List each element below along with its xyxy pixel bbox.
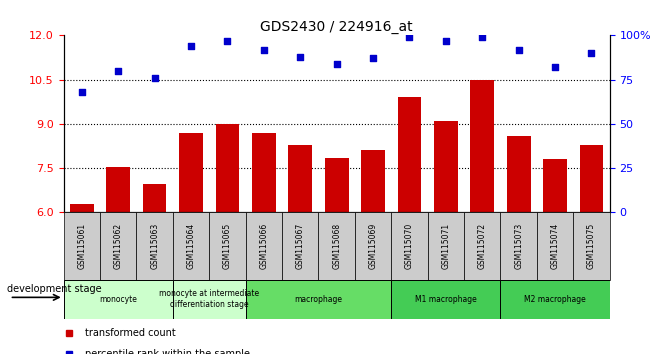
Point: [586, 50, 597, 56]
Text: monocyte at intermediate
differentiation stage: monocyte at intermediate differentiation…: [159, 290, 259, 309]
Bar: [470, 80, 494, 212]
Point: [222, 38, 233, 44]
Bar: [70, 204, 94, 212]
Text: M2 macrophage: M2 macrophage: [524, 295, 586, 304]
Bar: [209, 212, 246, 280]
Bar: [180, 133, 203, 212]
Point: [186, 43, 196, 49]
Point: [549, 64, 560, 70]
Bar: [325, 158, 348, 212]
Bar: [252, 133, 275, 212]
Text: GSM115074: GSM115074: [551, 223, 559, 269]
Bar: [500, 280, 610, 319]
Text: transformed count: transformed count: [86, 328, 176, 338]
Text: development stage: development stage: [7, 284, 101, 293]
Bar: [580, 144, 603, 212]
Text: GSM115062: GSM115062: [114, 223, 123, 269]
Point: [513, 47, 524, 52]
Text: GSM115064: GSM115064: [186, 223, 196, 269]
Bar: [507, 136, 531, 212]
Bar: [282, 212, 318, 280]
Bar: [64, 280, 173, 319]
Bar: [107, 167, 130, 212]
Bar: [434, 121, 458, 212]
Text: GSM115071: GSM115071: [442, 223, 450, 269]
Point: [477, 34, 488, 40]
Bar: [137, 212, 173, 280]
Title: GDS2430 / 224916_at: GDS2430 / 224916_at: [261, 21, 413, 34]
Bar: [543, 159, 567, 212]
Text: GSM115072: GSM115072: [478, 223, 487, 269]
Text: percentile rank within the sample: percentile rank within the sample: [86, 349, 251, 354]
Bar: [574, 212, 610, 280]
Text: GSM115063: GSM115063: [150, 223, 159, 269]
Point: [368, 56, 379, 61]
Text: GSM115069: GSM115069: [369, 223, 378, 269]
Bar: [216, 124, 239, 212]
Bar: [246, 212, 282, 280]
Text: GSM115073: GSM115073: [514, 223, 523, 269]
Bar: [361, 150, 385, 212]
Text: M1 macrophage: M1 macrophage: [415, 295, 477, 304]
Point: [259, 47, 269, 52]
Text: monocyte: monocyte: [99, 295, 137, 304]
Bar: [537, 212, 574, 280]
Bar: [246, 280, 391, 319]
Text: GSM115068: GSM115068: [332, 223, 341, 269]
Point: [404, 34, 415, 40]
Text: GSM115065: GSM115065: [223, 223, 232, 269]
Text: GSM115067: GSM115067: [295, 223, 305, 269]
Text: macrophage: macrophage: [295, 295, 342, 304]
Point: [149, 75, 160, 81]
Bar: [173, 212, 209, 280]
Bar: [318, 212, 355, 280]
Bar: [391, 212, 427, 280]
Bar: [100, 212, 137, 280]
Point: [331, 61, 342, 67]
Point: [113, 68, 123, 74]
Bar: [398, 97, 421, 212]
Text: GSM115066: GSM115066: [259, 223, 269, 269]
Text: GSM115061: GSM115061: [77, 223, 86, 269]
Point: [441, 38, 452, 44]
Bar: [355, 212, 391, 280]
Bar: [427, 212, 464, 280]
Point: [295, 54, 306, 59]
Text: GSM115070: GSM115070: [405, 223, 414, 269]
Bar: [143, 184, 166, 212]
Bar: [391, 280, 500, 319]
Bar: [464, 212, 500, 280]
Bar: [64, 212, 100, 280]
Bar: [289, 144, 312, 212]
Bar: [173, 280, 246, 319]
Bar: [500, 212, 537, 280]
Point: [76, 89, 87, 95]
Text: GSM115075: GSM115075: [587, 223, 596, 269]
